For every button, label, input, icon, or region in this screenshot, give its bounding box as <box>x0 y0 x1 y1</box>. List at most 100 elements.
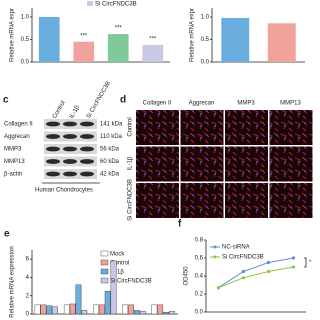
legend-label: Si CircFNDC3B <box>110 279 152 285</box>
blot-band <box>80 146 94 152</box>
blot-band <box>80 171 94 177</box>
bar <box>128 304 134 315</box>
legend-label: Control <box>110 261 129 267</box>
y-tick-label: 0.4 <box>195 274 204 280</box>
y-tick-label: 6 <box>26 257 30 263</box>
legend-swatch <box>100 250 109 257</box>
micro-row-label: IL-1β <box>128 156 134 170</box>
y-tick-label: 0.8 <box>195 238 204 244</box>
bar <box>169 311 175 315</box>
blot-protein: MMP3 <box>4 147 22 153</box>
bar <box>122 304 129 315</box>
blot-protein: MMP13 <box>4 159 25 165</box>
y-tick-label: 1.0 <box>201 15 210 21</box>
bar <box>73 41 95 62</box>
y-tick-label: 1.0 <box>21 15 30 21</box>
significance: *** <box>115 26 123 32</box>
bar <box>38 17 60 62</box>
legend-swatch <box>100 277 109 284</box>
bar <box>69 303 76 315</box>
y-tick-label: 0.0 <box>21 60 30 66</box>
bar <box>139 311 146 315</box>
bar <box>142 44 164 62</box>
blot-size: 110 kDa <box>100 134 123 140</box>
line <box>218 257 294 289</box>
legend-swatch <box>100 259 109 266</box>
micro-column-label: Aggrecan <box>189 101 215 107</box>
y-axis-label: OD450 <box>184 266 190 286</box>
blot-band <box>80 159 94 164</box>
significance: *** <box>149 36 157 42</box>
micro-image <box>269 110 313 145</box>
micro-image <box>180 146 224 182</box>
blot-band <box>63 159 77 164</box>
legend-swatch <box>100 268 109 275</box>
bar <box>267 23 296 62</box>
y-tick-label: 2 <box>26 293 30 299</box>
point <box>216 286 221 290</box>
blot-column-label: IL-1β <box>69 104 81 119</box>
micro-image <box>269 183 313 218</box>
bar <box>81 310 88 315</box>
y-tick-label: 0 <box>26 312 30 318</box>
micro-image <box>225 183 268 218</box>
blot-band <box>63 121 77 127</box>
blot-band <box>80 121 94 127</box>
blot-size: 141 kDa <box>100 122 123 128</box>
blot-band <box>63 134 77 139</box>
panel-label: d <box>120 95 126 106</box>
legend-label: NC-siRNA <box>222 245 250 251</box>
bar <box>34 304 41 315</box>
y-tick-label: 0.6 <box>195 256 204 262</box>
blot-band <box>63 171 77 177</box>
blot-size: 42 kDa <box>100 172 120 178</box>
micro-image <box>180 110 224 145</box>
blot-protein: Collagen II <box>4 122 33 128</box>
y-tick-label: 0.5 <box>201 37 210 43</box>
panel-label: c <box>3 95 9 106</box>
panel-label: e <box>4 229 10 240</box>
y-axis-label: Relative mRNA expr <box>190 8 196 62</box>
micro-image <box>136 110 179 145</box>
bar <box>151 304 158 315</box>
blot-band <box>46 146 60 152</box>
point <box>291 265 296 269</box>
point <box>291 256 296 260</box>
significance: * <box>309 260 312 266</box>
y-tick-label: 0.0 <box>201 60 210 66</box>
micro-image <box>225 146 268 182</box>
panel-label: f <box>178 219 182 230</box>
micro-image <box>225 110 268 145</box>
bar <box>133 310 140 315</box>
point <box>266 269 271 274</box>
legend-swatch <box>87 1 93 6</box>
line <box>218 266 294 289</box>
bar <box>163 311 169 315</box>
blot-band <box>46 121 60 127</box>
bar <box>52 306 58 315</box>
micro-row-label: Control <box>128 117 134 136</box>
blot-band <box>46 134 60 139</box>
blot-protein: β-actin <box>4 172 22 178</box>
micro-row-label: Si CircFNDC3B <box>128 179 134 221</box>
blot-band <box>80 134 94 139</box>
blot-column-label: Control <box>52 100 67 120</box>
blot-protein: Aggrecan <box>4 134 30 140</box>
legend-label: Si CircFNDC3B <box>222 255 264 261</box>
bar <box>98 304 105 315</box>
legend-label: IL-1β <box>110 270 124 276</box>
point <box>241 269 246 274</box>
micro-column-label: MMP3 <box>237 101 255 107</box>
blot-band <box>46 171 60 177</box>
blot-size: 56 kDa <box>100 147 120 153</box>
bar <box>63 304 70 315</box>
y-axis-label: Relative mRNA expr <box>10 8 16 62</box>
bar <box>107 34 129 62</box>
micro-image <box>180 183 224 218</box>
bar <box>46 305 53 315</box>
bar <box>93 304 99 315</box>
significance: *** <box>80 33 88 39</box>
bar <box>110 260 117 315</box>
micro-column-label: MMP13 <box>280 101 301 107</box>
